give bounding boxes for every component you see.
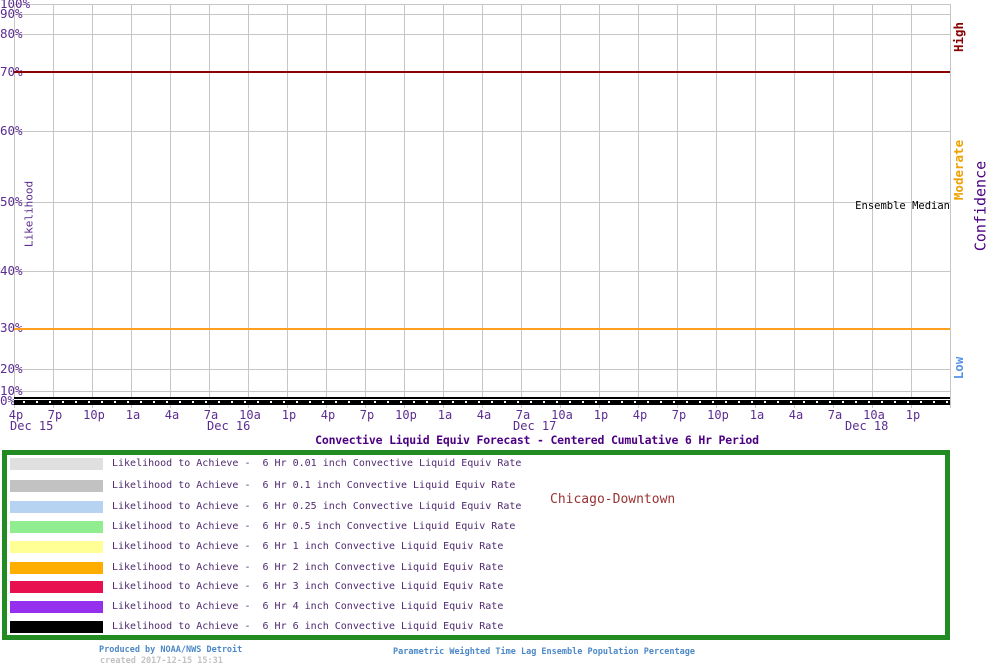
x-date-label: Dec 16 (207, 419, 251, 433)
legend-swatch (10, 601, 103, 613)
x-tick-label: 7p (359, 408, 375, 422)
y-tick-label: 10% (0, 383, 23, 398)
x-gridline (248, 4, 249, 408)
x-tick-label: 4p (8, 408, 24, 422)
confidence-zone-high-label: High (950, 21, 966, 53)
y-tick-label: 70% (0, 64, 23, 79)
chart-title: Convective Liquid Equiv Forecast - Cente… (315, 433, 759, 447)
x-gridline (950, 4, 951, 408)
legend-swatch (10, 458, 103, 470)
x-tick-label: 1a (437, 408, 453, 422)
x-tick-label: 1p (905, 408, 921, 422)
y-tick-label: 30% (0, 320, 23, 335)
x-gridline (833, 4, 834, 408)
x-tick-label: 7a (515, 408, 531, 422)
x-tick-label: 10p (707, 408, 729, 422)
x-tick-label: 4p (632, 408, 648, 422)
ensemble-median-line (14, 397, 950, 405)
legend-series-label: Likelihood to Achieve - 6 Hr 1 inch Conv… (112, 541, 504, 552)
x-gridline (170, 4, 171, 408)
y-tick-label: 90% (0, 6, 23, 21)
legend-series-label: Likelihood to Achieve - 6 Hr 6 inch Conv… (112, 621, 504, 632)
y-axis-label: Likelihood (22, 180, 36, 248)
legend-swatch (10, 541, 103, 553)
ensemble-median-label: Ensemble Median (855, 200, 950, 212)
x-gridline (599, 4, 600, 408)
footer-created-timestamp: created 2017-12-15 15:31 (100, 656, 223, 666)
x-gridline (287, 4, 288, 408)
x-gridline (443, 4, 444, 408)
x-date-label: Dec 18 (845, 419, 889, 433)
x-tick-label: 4a (164, 408, 180, 422)
legend-swatch (10, 480, 103, 492)
x-tick-label: 10p (395, 408, 417, 422)
x-tick-label: 7p (671, 408, 687, 422)
x-tick-label: 7a (203, 408, 219, 422)
footer-produced-by: Produced by NOAA/NWS Detroit (99, 645, 243, 655)
legend-box (2, 450, 950, 640)
x-gridline (911, 4, 912, 408)
x-tick-label: 1p (593, 408, 609, 422)
x-tick-label: 10p (83, 408, 105, 422)
x-gridline (872, 4, 873, 408)
median-hourly-markers (23, 401, 948, 403)
x-tick-label: 7a (827, 408, 843, 422)
x-tick-label: 1p (281, 408, 297, 422)
x-gridline (326, 4, 327, 408)
x-tick-label: 10a (863, 408, 885, 422)
x-date-label: Dec 15 (10, 419, 54, 433)
x-tick-label: 7p (47, 408, 63, 422)
y-tick-label: 100% (0, 0, 31, 11)
legend-series-label: Likelihood to Achieve - 6 Hr 3 inch Conv… (112, 581, 504, 592)
legend-series-label: Likelihood to Achieve - 6 Hr 0.1 inch Co… (112, 480, 516, 491)
x-gridline (92, 4, 93, 408)
legend-series-label: Likelihood to Achieve - 6 Hr 0.01 inch C… (112, 458, 522, 469)
x-gridline (209, 4, 210, 408)
x-tick-label: 10a (551, 408, 573, 422)
y-tick-label: 40% (0, 263, 23, 278)
x-gridline (482, 4, 483, 408)
legend-series-label: Likelihood to Achieve - 6 Hr 2 inch Conv… (112, 562, 504, 573)
x-tick-label: 4a (788, 408, 804, 422)
confidence-threshold-line-70 (14, 71, 950, 73)
plot-left-border (14, 4, 15, 408)
x-tick-label: 1a (749, 408, 765, 422)
x-date-label: Dec 17 (513, 419, 557, 433)
footer-method-label: Parametric Weighted Time Lag Ensemble Po… (393, 647, 695, 657)
x-gridline (560, 4, 561, 408)
y-tick-label: 0% (0, 393, 16, 408)
location-label: Chicago-Downtown (550, 492, 676, 507)
x-gridline (755, 4, 756, 408)
x-tick-label: 1a (125, 408, 141, 422)
x-gridline (521, 4, 522, 408)
y-tick-label: 60% (0, 123, 23, 138)
x-gridline (53, 4, 54, 408)
legend-series-label: Likelihood to Achieve - 6 Hr 4 inch Conv… (112, 601, 504, 612)
x-gridline (365, 4, 366, 408)
y-tick-label: 80% (0, 26, 23, 41)
x-gridline (716, 4, 717, 408)
x-gridline (131, 4, 132, 408)
y-tick-label: 20% (0, 361, 23, 376)
legend-series-label: Likelihood to Achieve - 6 Hr 0.5 inch Co… (112, 521, 516, 532)
legend-swatch (10, 562, 103, 574)
x-tick-label: 10a (239, 408, 261, 422)
x-tick-label: 4a (476, 408, 492, 422)
x-tick-label: 4p (320, 408, 336, 422)
x-gridline (404, 4, 405, 408)
x-gridline (677, 4, 678, 408)
legend-swatch (10, 621, 103, 633)
legend-swatch (10, 521, 103, 533)
confidence-threshold-line-30 (14, 328, 950, 330)
legend-series-label: Likelihood to Achieve - 6 Hr 0.25 inch C… (112, 501, 522, 512)
x-gridline (638, 4, 639, 408)
confidence-zone-moderate-label: Moderate (950, 139, 966, 201)
y-tick-label: 50% (0, 194, 23, 209)
legend-swatch (10, 501, 103, 513)
x-gridline (794, 4, 795, 408)
confidence-zone-low-label: Low (950, 356, 966, 380)
legend-swatch (10, 581, 103, 593)
y2-axis-label: Confidence (971, 160, 990, 252)
